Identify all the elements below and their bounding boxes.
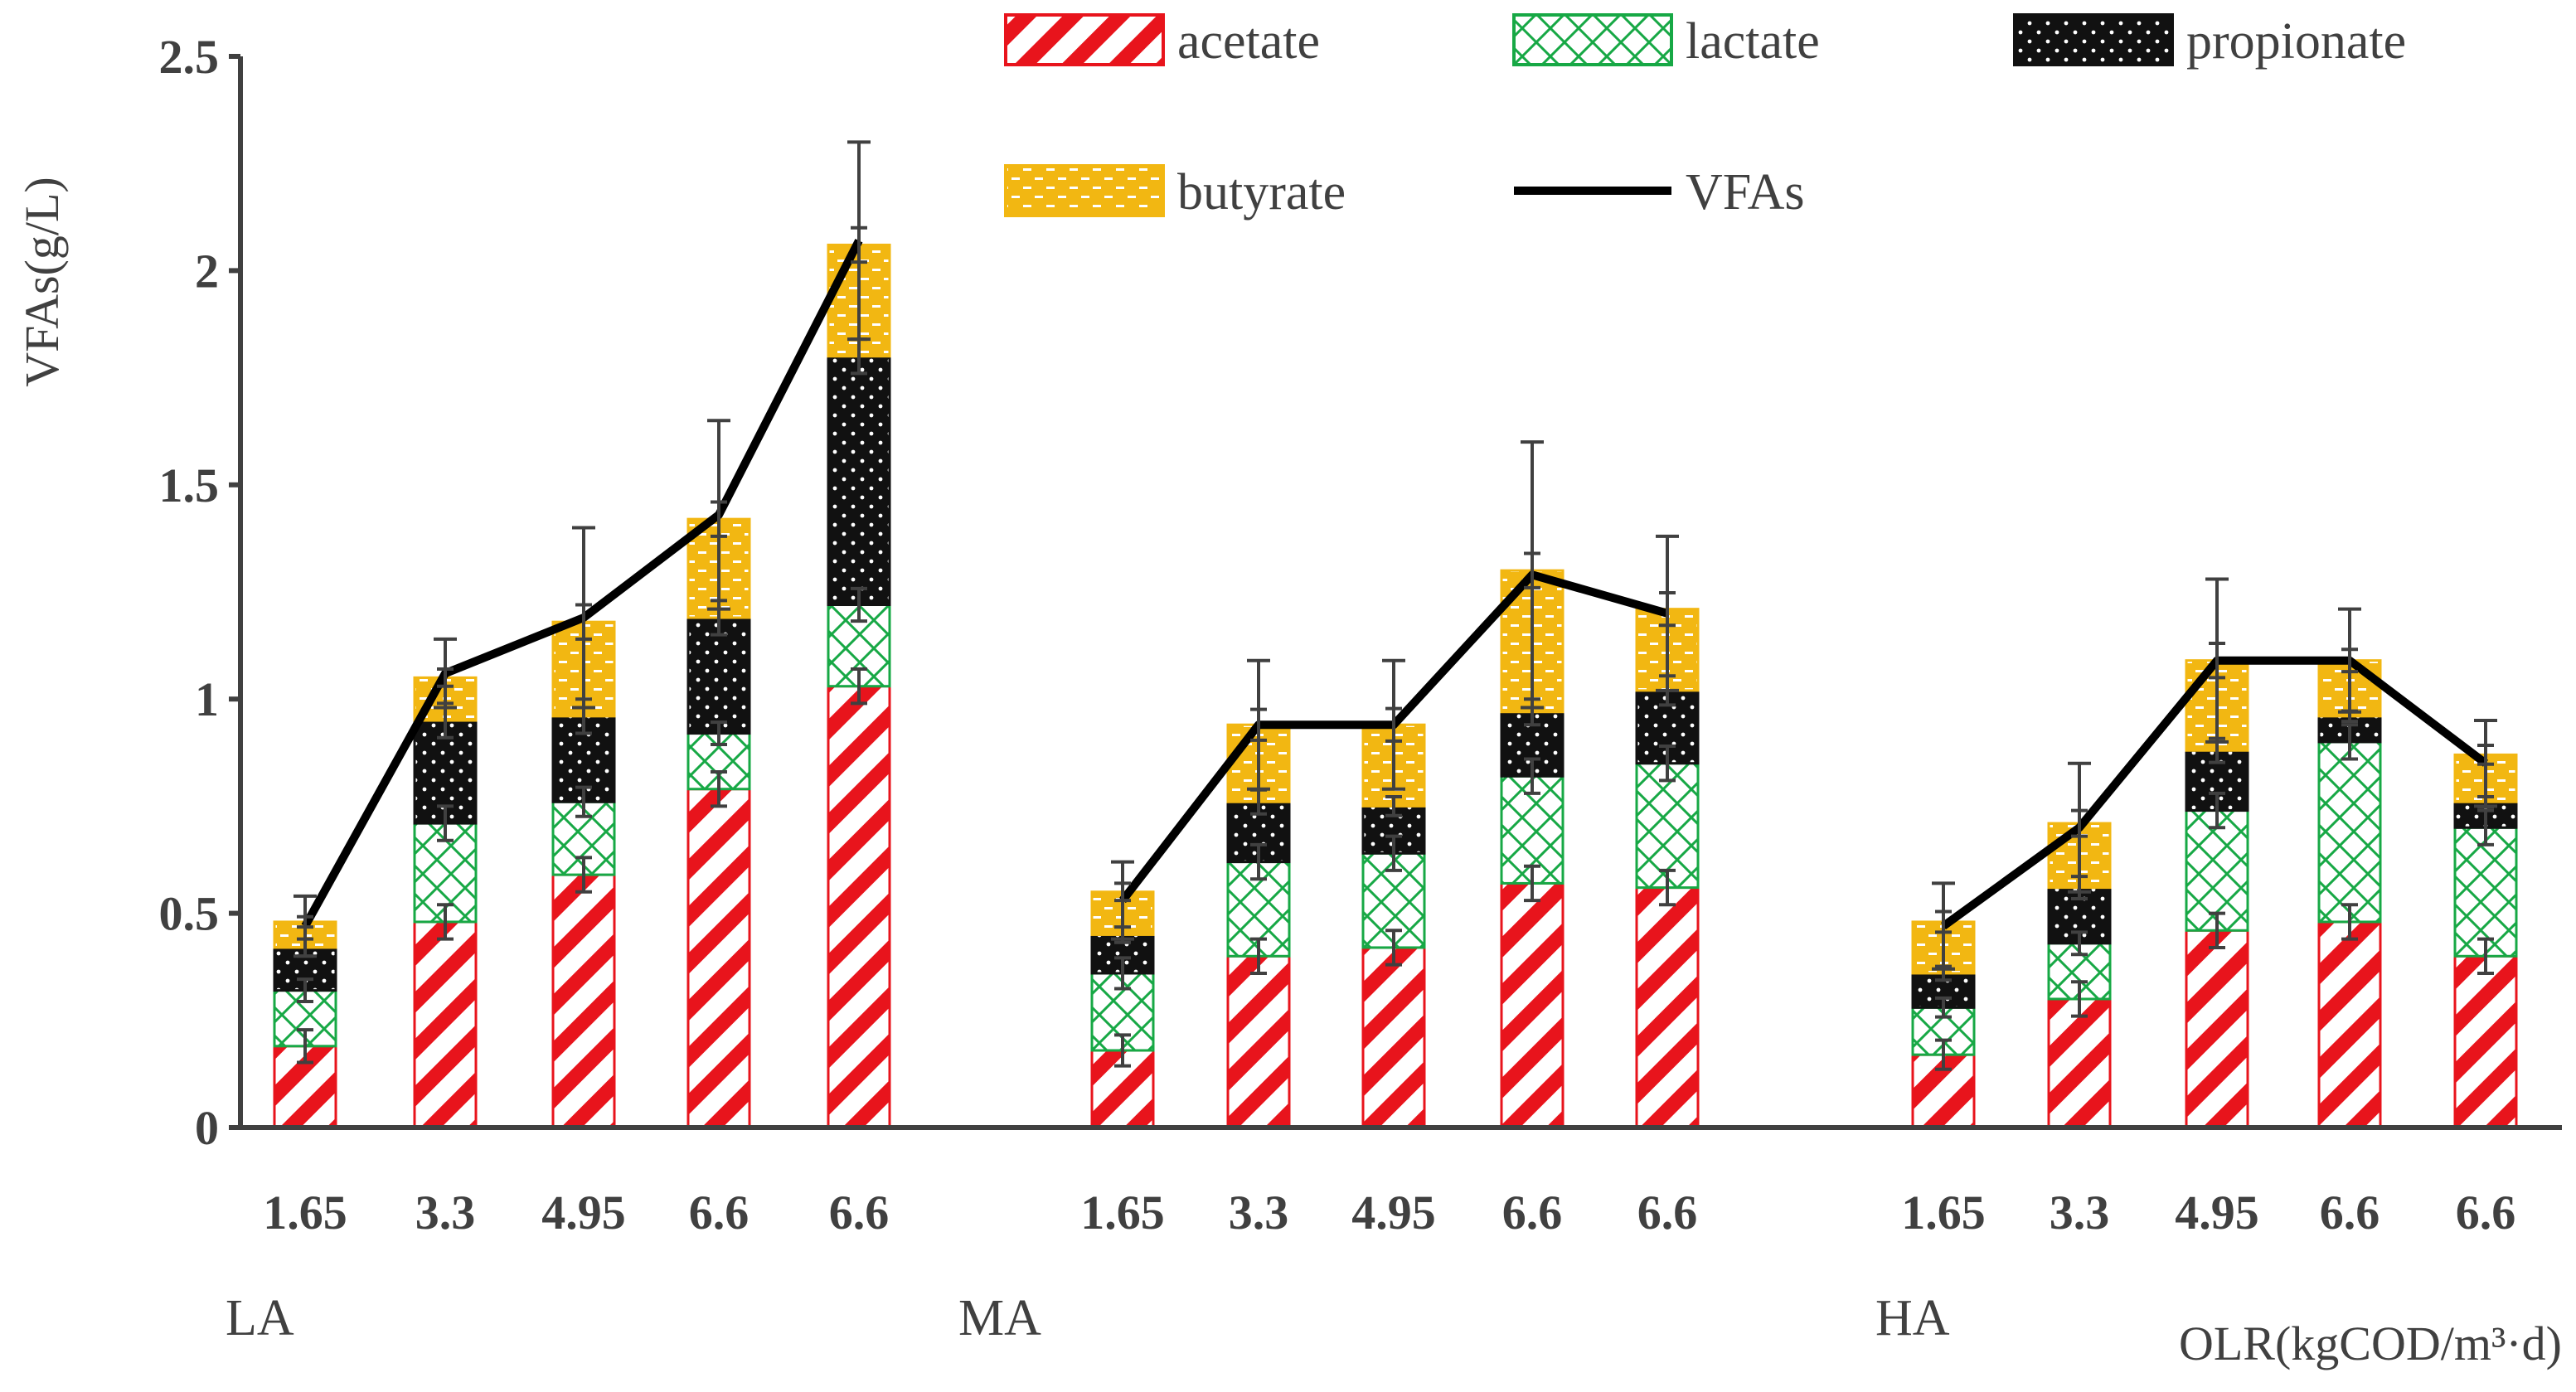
legend-label-acetate: acetate	[1177, 13, 1320, 70]
x-tick-label: 4.95	[2175, 1186, 2259, 1239]
legend-swatch-lactate	[1512, 13, 1673, 66]
x-axis-title: OLR(kgCOD/m³·d)	[2179, 1317, 2562, 1370]
group-label-MA: MA	[958, 1290, 1041, 1346]
bar-segment-acetate	[2453, 954, 2518, 1129]
y-tick-label: 1.5	[159, 458, 220, 512]
legend-label-vfas: VFAs	[1686, 164, 1805, 221]
x-tick-label: 3.3	[415, 1186, 476, 1239]
bar-segment-acetate	[1500, 881, 1565, 1129]
legend: acetate lactate propionate butyrate VFAs	[1004, 13, 2406, 221]
x-tick-label: 4.95	[1351, 1186, 1436, 1239]
y-axis-title: VFAs(g/L)	[15, 177, 69, 386]
bar-segment-acetate	[827, 685, 891, 1129]
x-tick-label: 6.6	[2456, 1186, 2516, 1239]
x-tick-label: 1.65	[1080, 1186, 1165, 1239]
x-tick-label: 4.95	[541, 1186, 626, 1239]
group-label-HA: HA	[1875, 1290, 1950, 1346]
x-tick-label: 3.3	[1229, 1186, 1289, 1239]
bar-segment-acetate	[413, 920, 478, 1129]
bar-segment-lactate	[1635, 762, 1700, 890]
bar-segment-acetate	[1635, 886, 1700, 1129]
bar-segment-acetate	[2317, 920, 2382, 1129]
legend-label-butyrate: butyrate	[1177, 164, 1346, 221]
x-tick-label: 1.65	[263, 1186, 347, 1239]
group-label-LA: LA	[226, 1290, 294, 1346]
bar-segment-acetate	[2047, 997, 2112, 1129]
y-tick-label: 0	[195, 1101, 219, 1155]
legend-swatch-butyrate	[1004, 164, 1165, 217]
bar-segment-acetate	[551, 873, 616, 1129]
legend-label-lactate: lactate	[1686, 13, 1820, 70]
bar-segment-acetate	[2185, 929, 2249, 1129]
y-tick-label: 2.5	[159, 30, 220, 84]
legend-swatch-propionate	[2013, 13, 2174, 66]
x-tick-label: 3.3	[2050, 1186, 2110, 1239]
x-tick-label: 6.6	[2320, 1186, 2380, 1239]
y-tick-label: 1	[195, 672, 219, 726]
legend-swatch-acetate	[1004, 13, 1165, 66]
bar-segment-lactate	[2453, 826, 2518, 958]
x-tick-label: 6.6	[829, 1186, 890, 1239]
x-tick-label: 1.65	[1901, 1186, 1986, 1239]
legend-label-propionate: propionate	[2186, 13, 2406, 70]
bar-segment-propionate	[827, 355, 891, 607]
bar-segment-propionate	[686, 616, 751, 735]
bar-segment-lactate	[2317, 740, 2382, 924]
y-tick-label: 0.5	[159, 887, 220, 941]
x-tick-label: 6.6	[1502, 1186, 1563, 1239]
x-tick-label: 6.6	[1637, 1186, 1698, 1239]
y-tick-label: 2	[195, 244, 219, 298]
bar-segment-acetate	[1361, 946, 1426, 1129]
x-tick-label: 6.6	[689, 1186, 750, 1239]
bar-segment-acetate	[686, 788, 751, 1129]
bar-segment-acetate	[1226, 954, 1291, 1129]
